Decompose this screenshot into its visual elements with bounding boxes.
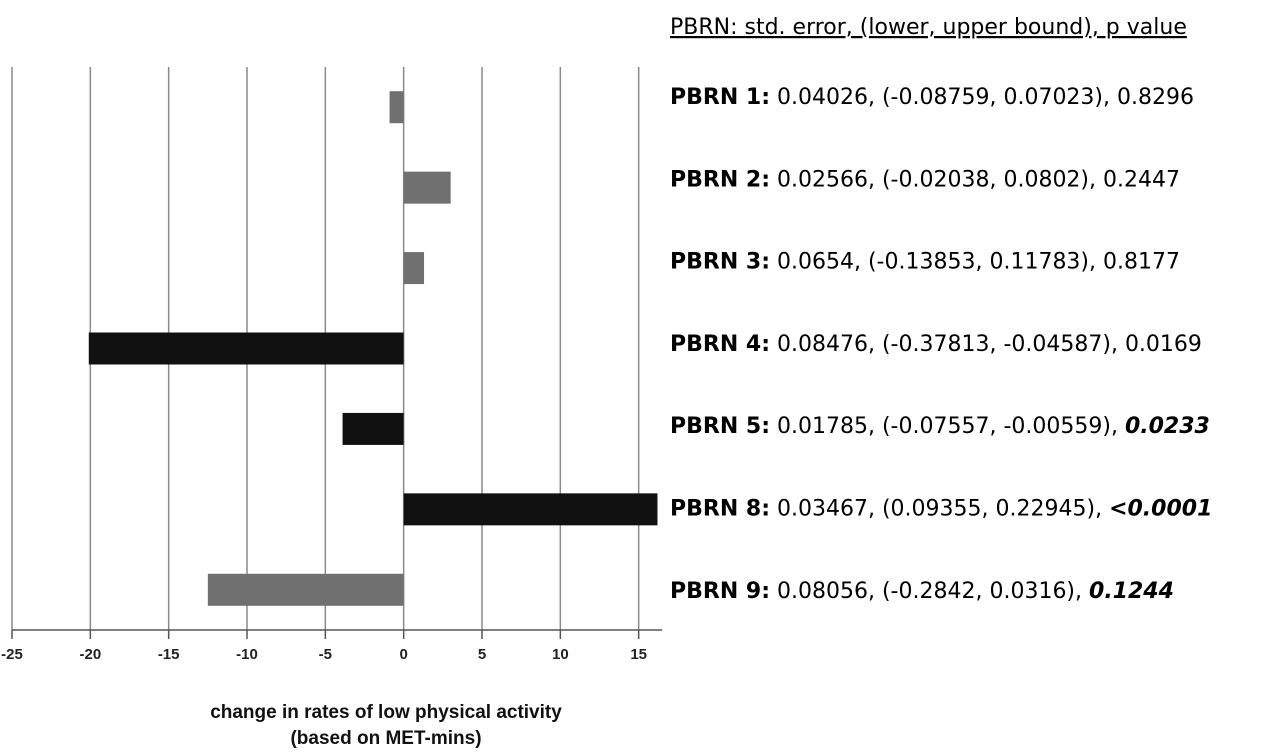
annotation-label: PBRN 3: bbox=[670, 250, 770, 275]
annotation-stats: 0.01785, (-0.07557, -0.00559), bbox=[770, 414, 1125, 439]
annotation-label: PBRN 2: bbox=[670, 167, 770, 192]
annotation-label: PBRN 9: bbox=[670, 579, 770, 604]
bar bbox=[403, 493, 658, 526]
annotation-label: PBRN 4: bbox=[670, 332, 770, 357]
annotation-stats: 0.08476, (-0.37813, -0.04587), bbox=[770, 332, 1125, 357]
annotation: PBRN 8: 0.03467, (0.09355, 0.22945), <0.… bbox=[670, 497, 1212, 522]
x-tick-label: -15 bbox=[158, 646, 180, 663]
annotation-p-value: 0.0169 bbox=[1125, 332, 1202, 357]
bar bbox=[403, 171, 451, 204]
x-axis-label: (based on MET-mins) bbox=[290, 728, 481, 749]
annotation-stats: 0.0654, (-0.13853, 0.11783), bbox=[770, 250, 1103, 275]
x-axis-label: change in rates of low physical activity bbox=[210, 702, 562, 723]
x-tick-label: -10 bbox=[236, 646, 258, 663]
x-tick-label: 5 bbox=[478, 646, 486, 663]
annotation-label: PBRN 8: bbox=[670, 497, 770, 522]
x-tick-label: 15 bbox=[630, 646, 647, 663]
annotation-p-value: 0.8177 bbox=[1103, 250, 1180, 275]
annotation-label: PBRN 5: bbox=[670, 414, 770, 439]
annotation-header: PBRN: std. error, (lower, upper bound), … bbox=[670, 15, 1187, 40]
annotation-stats: 0.02566, (-0.02038, 0.0802), bbox=[770, 167, 1103, 192]
bar bbox=[88, 332, 404, 365]
annotation-p-value: 0.1244 bbox=[1089, 579, 1174, 604]
annotation: PBRN 3: 0.0654, (-0.13853, 0.11783), 0.8… bbox=[670, 250, 1180, 275]
bar bbox=[342, 412, 404, 445]
x-tick-label: -5 bbox=[319, 646, 332, 663]
x-tick-label: 0 bbox=[399, 646, 407, 663]
annotation: PBRN 4: 0.08476, (-0.37813, -0.04587), 0… bbox=[670, 332, 1202, 357]
x-tick-label: -25 bbox=[1, 646, 23, 663]
x-tick-label: -20 bbox=[79, 646, 101, 663]
annotation-p-value: <0.0001 bbox=[1109, 497, 1212, 522]
x-tick-label: 10 bbox=[552, 646, 569, 663]
annotation-stats: 0.03467, (0.09355, 0.22945), bbox=[770, 497, 1109, 522]
bar bbox=[403, 252, 425, 285]
annotation-p-value: 0.8296 bbox=[1117, 85, 1194, 110]
bar bbox=[207, 573, 404, 606]
annotation-stats: 0.08056, (-0.2842, 0.0316), bbox=[770, 579, 1089, 604]
annotation: PBRN 5: 0.01785, (-0.07557, -0.00559), 0… bbox=[670, 414, 1210, 439]
annotation-stats: 0.04026, (-0.08759, 0.07023), bbox=[770, 85, 1117, 110]
annotation-p-value: 0.0233 bbox=[1125, 414, 1210, 439]
annotation: PBRN 2: 0.02566, (-0.02038, 0.0802), 0.2… bbox=[670, 167, 1180, 192]
annotation-label: PBRN 1: bbox=[670, 85, 770, 110]
annotation-p-value: 0.2447 bbox=[1103, 167, 1180, 192]
annotation: PBRN 9: 0.08056, (-0.2842, 0.0316), 0.12… bbox=[670, 579, 1174, 604]
bar bbox=[389, 91, 404, 124]
annotation: PBRN 1: 0.04026, (-0.08759, 0.07023), 0.… bbox=[670, 85, 1194, 110]
